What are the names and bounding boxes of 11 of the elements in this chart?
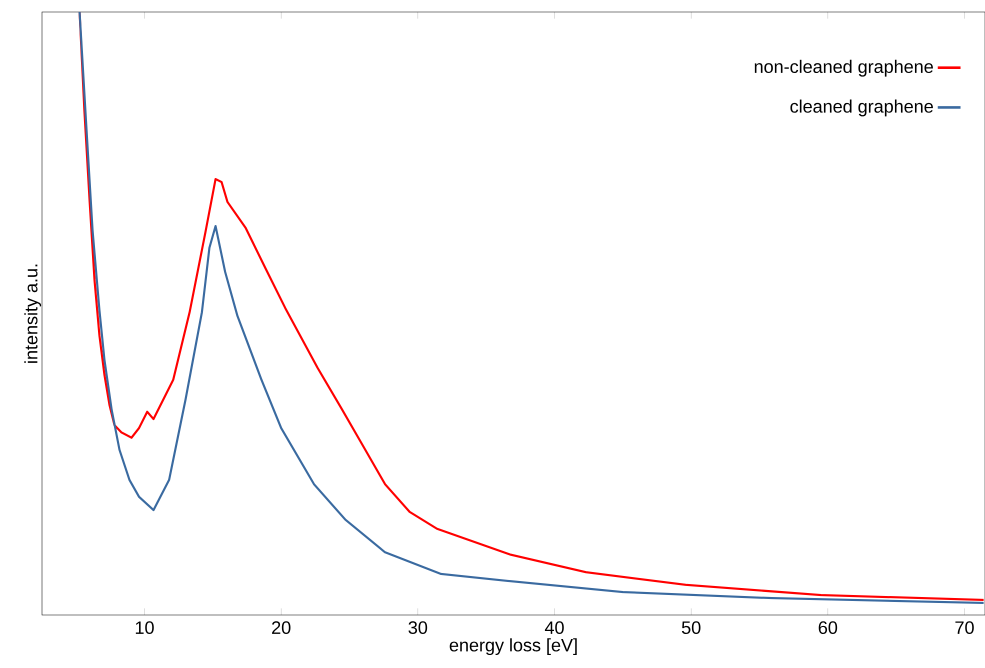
x-tick-label: 30 [408,621,428,634]
x-tick-label: 60 [818,621,838,634]
x-tick-label: 70 [955,621,974,634]
legend-label: non-cleaned graphene [754,60,933,77]
x-tick-label: 50 [682,621,700,634]
x-tick-label: 10 [136,621,154,634]
x-axis-title: energy loss [eV] [450,638,577,656]
legend-label: cleaned graphene [790,100,933,116]
x-tick-label: 40 [544,621,564,634]
x-tick-label: 20 [272,621,290,634]
y-axis-title: intensity a.u. [24,264,42,363]
